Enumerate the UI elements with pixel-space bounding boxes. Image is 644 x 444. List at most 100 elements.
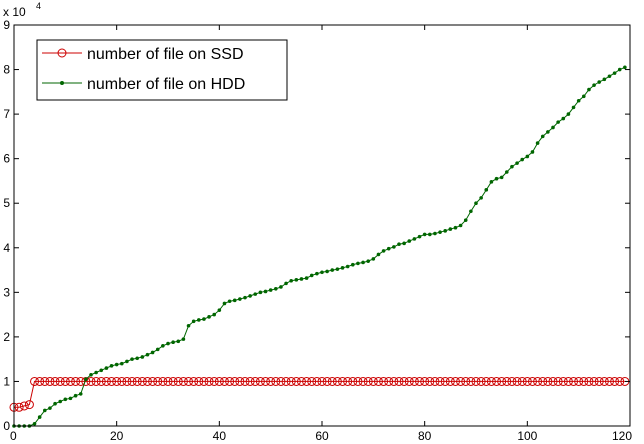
data-point [60, 376, 70, 386]
data-point [255, 376, 265, 386]
data-point [253, 292, 258, 296]
data-point [194, 376, 204, 386]
data-point [604, 376, 614, 386]
data-point [122, 376, 132, 386]
data-point [481, 376, 491, 386]
data-point [120, 361, 124, 366]
data-point [148, 376, 158, 386]
y-tick-label: 4 [3, 241, 10, 255]
data-point [371, 257, 376, 261]
data-point [425, 376, 435, 386]
data-point [30, 376, 40, 386]
data-point [409, 376, 419, 386]
y-tick-label: 2 [3, 330, 10, 344]
data-point [281, 376, 291, 386]
data-point [492, 376, 502, 386]
data-point [592, 83, 596, 87]
y-tick-label: 5 [3, 196, 10, 210]
data-point [612, 71, 617, 75]
data-point [217, 308, 222, 312]
data-point [71, 376, 81, 386]
data-point [366, 259, 371, 263]
data-point [271, 376, 281, 386]
data-point [291, 376, 301, 386]
data-point [132, 376, 142, 386]
data-point [517, 376, 527, 386]
x-tick-label: 60 [315, 429, 329, 443]
y-tick-label: 7 [3, 107, 10, 121]
data-point [610, 376, 620, 386]
data-point [494, 176, 499, 181]
data-point [368, 376, 378, 386]
data-point [582, 94, 586, 99]
data-point [284, 281, 288, 286]
data-point [525, 154, 530, 159]
data-point [533, 376, 543, 386]
y-tick-label: 9 [3, 18, 10, 32]
data-point [302, 376, 312, 386]
data-point [40, 376, 50, 386]
data-point [461, 376, 471, 386]
data-point [348, 376, 358, 386]
data-point [68, 396, 73, 401]
data-point [142, 376, 152, 386]
data-point [594, 376, 604, 386]
data-point [214, 376, 224, 386]
legend-box [36, 39, 288, 101]
legend-hdd-marker [60, 81, 64, 85]
data-point [89, 372, 93, 377]
data-point [327, 376, 337, 386]
data-point [551, 125, 555, 130]
data-point [50, 376, 60, 386]
data-point [58, 399, 62, 404]
data-point [101, 376, 111, 386]
data-point [563, 376, 573, 386]
data-point [476, 376, 486, 386]
data-point [579, 376, 589, 386]
legend-ssd-marker [57, 48, 67, 58]
data-point [204, 376, 214, 386]
data-point [238, 297, 242, 301]
data-point [615, 376, 625, 386]
data-point [376, 252, 381, 257]
data-point [94, 370, 98, 375]
data-point [240, 376, 250, 386]
data-point [569, 376, 579, 386]
x-tick-label: 100 [517, 429, 537, 443]
data-point [114, 362, 119, 367]
data-point [546, 130, 550, 134]
data-point [330, 268, 335, 272]
x-tick-label: 20 [110, 429, 124, 443]
data-point [55, 376, 65, 386]
data-point [343, 376, 353, 386]
data-point [507, 376, 517, 386]
data-point [268, 288, 273, 292]
y-multiplier: x 10 4 [3, 1, 41, 19]
y-tick-label: 6 [3, 152, 10, 166]
data-point [599, 376, 609, 386]
data-point [356, 261, 360, 266]
data-point [73, 393, 78, 398]
data-point [163, 376, 173, 386]
data-point [558, 376, 568, 386]
x-axis-ticks: 0 20 40 60 80 100 120 [10, 25, 632, 443]
data-point [99, 368, 104, 373]
data-point [420, 376, 430, 386]
data-point [232, 298, 237, 303]
data-point [361, 260, 365, 265]
data-point [199, 376, 209, 386]
y-multiplier-exponent: 4 [36, 1, 41, 11]
data-point [158, 376, 168, 386]
data-point [235, 376, 245, 386]
data-point [117, 376, 127, 386]
data-point [135, 356, 139, 361]
data-point [171, 340, 175, 345]
data-point [14, 402, 24, 412]
data-point [438, 230, 442, 234]
data-point [351, 262, 355, 267]
y-tick-label: 8 [3, 63, 10, 77]
data-point [561, 116, 566, 121]
data-point [222, 301, 227, 306]
data-point [153, 376, 163, 386]
